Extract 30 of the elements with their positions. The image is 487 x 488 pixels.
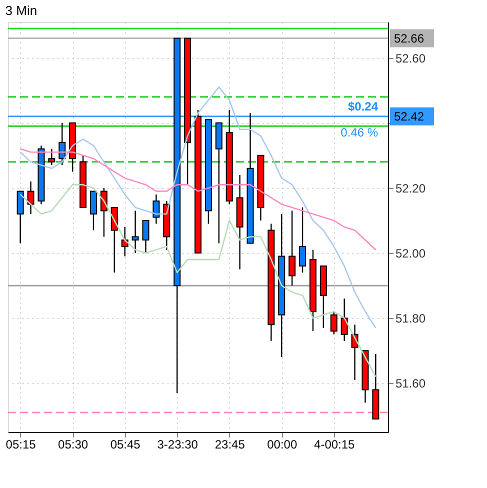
ref-line-label: 52.66 (394, 31, 424, 46)
line-series (20, 86, 376, 329)
y-tick-label: 51.60 (396, 376, 426, 391)
annotation: 0.46 % (340, 125, 378, 140)
y-tick-label: 52.20 (396, 181, 426, 196)
y-tick-label: 51.80 (396, 312, 426, 326)
chart-title: 3 Min (5, 3, 38, 18)
annotation: $0.24 (348, 99, 378, 114)
x-tick-label: 3-23:30 (157, 438, 198, 452)
candlestick (27, 180, 34, 215)
candlestick (288, 210, 296, 286)
candlestick (16, 190, 24, 244)
x-tick-label: 4-00:15 (314, 438, 356, 452)
candlestick (132, 210, 139, 254)
candlestick (152, 194, 160, 224)
candlestick (110, 206, 118, 274)
candlestick (299, 206, 306, 274)
x-tick-label: 05:15 (6, 438, 36, 452)
candlestick (340, 298, 348, 342)
y-tick-label: 52.60 (396, 51, 426, 66)
candlestick (142, 220, 150, 254)
ref-line-label: 52.42 (394, 109, 424, 124)
y-tick-label: 52.00 (396, 246, 426, 261)
x-tick-label: 00:00 (267, 438, 298, 452)
candlestick (48, 148, 56, 166)
candlestick (90, 190, 97, 231)
x-tick-label: 05:45 (110, 438, 141, 452)
candlestick (330, 311, 338, 335)
x-tick-label: 05:30 (58, 438, 88, 452)
x-tick-label: 23:45 (214, 438, 246, 452)
